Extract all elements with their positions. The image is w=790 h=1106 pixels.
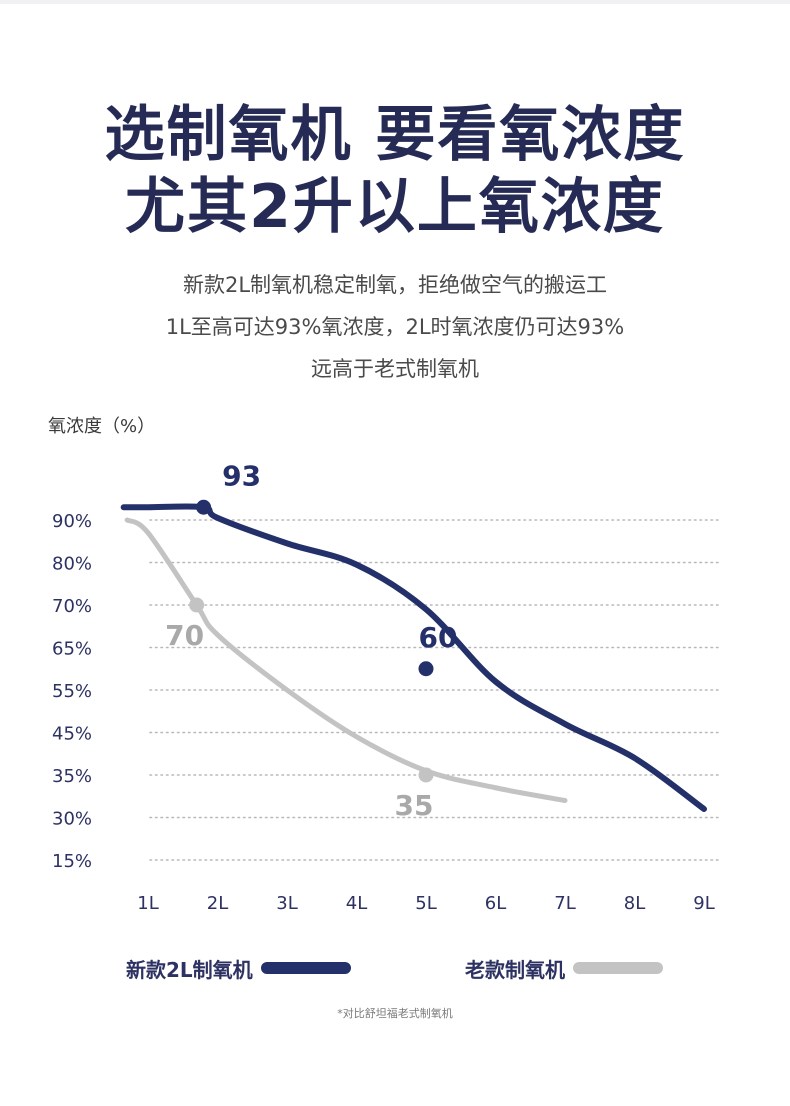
- legend-label-new: 新款2L制氧机: [126, 957, 253, 982]
- legend-swatch-new: [260, 962, 351, 974]
- data-point: [418, 767, 434, 783]
- data-label: 60: [419, 621, 458, 654]
- y-axis-label: 氧浓度（%）: [48, 416, 155, 437]
- headline-line-1: 选制氧机 要看氧浓度: [104, 100, 686, 170]
- y-tick-label: 65%: [52, 639, 92, 660]
- gridlines: [149, 519, 719, 861]
- y-tick-label: 90%: [52, 511, 92, 532]
- subtitle-line-3: 远高于老式制氧机: [311, 357, 479, 381]
- data-point: [189, 597, 205, 613]
- series-line-old: [124, 517, 568, 803]
- subtitle-line-2: 1L至高可达93%氧浓度，2L时氧浓度仍可达93%: [165, 315, 625, 339]
- y-tick-label: 45%: [52, 724, 92, 745]
- data-point: [196, 499, 212, 515]
- legend-label-old: 老款制氧机: [465, 957, 565, 982]
- x-tick-label: 1L: [137, 893, 158, 914]
- data-point: [418, 661, 434, 677]
- y-axis-ticks: 90% 80% 70% 65% 55% 45% 35% 30% 15%: [52, 511, 92, 872]
- x-tick-label: 5L: [415, 893, 436, 914]
- y-tick-label: 35%: [52, 766, 92, 787]
- y-tick-label: 15%: [52, 851, 92, 872]
- data-label: 93: [222, 459, 261, 492]
- x-tick-label: 8L: [624, 893, 645, 914]
- y-tick-label: 55%: [52, 681, 92, 702]
- data-points: 70 35 93 60: [165, 459, 457, 822]
- x-tick-label: 3L: [276, 893, 297, 914]
- x-tick-label: 7L: [554, 893, 575, 914]
- top-divider: [0, 0, 790, 4]
- x-tick-label: 9L: [693, 893, 714, 914]
- x-axis-ticks: 1L 2L 3L 4L 5L 6L 7L 8L 9L: [137, 893, 714, 914]
- y-tick-label: 80%: [52, 554, 92, 575]
- legend-item-new: 新款2L制氧机: [126, 953, 351, 983]
- series-lines: [120, 503, 707, 812]
- headline-line-2: 尤其2升以上氧浓度: [125, 172, 665, 242]
- y-tick-label: 30%: [52, 809, 92, 830]
- data-label: 35: [395, 789, 434, 822]
- oxygen-concentration-chart: 氧浓度（%） 90% 80% 70% 65% 55% 45% 35% 30% 15% 1L 2L 3…: [48, 416, 719, 914]
- x-tick-label: 6L: [485, 893, 506, 914]
- x-tick-label: 2L: [207, 893, 228, 914]
- data-label: 70: [165, 619, 204, 652]
- subtitle-line-1: 新款2L制氧机稳定制氧，拒绝做空气的搬运工: [182, 273, 608, 297]
- legend-item-old: 老款制氧机: [465, 953, 663, 983]
- footnote: *对比舒坦福老式制氧机: [337, 1007, 453, 1020]
- x-tick-label: 4L: [346, 893, 367, 914]
- legend-swatch-old: [573, 962, 663, 974]
- y-tick-label: 70%: [52, 596, 92, 617]
